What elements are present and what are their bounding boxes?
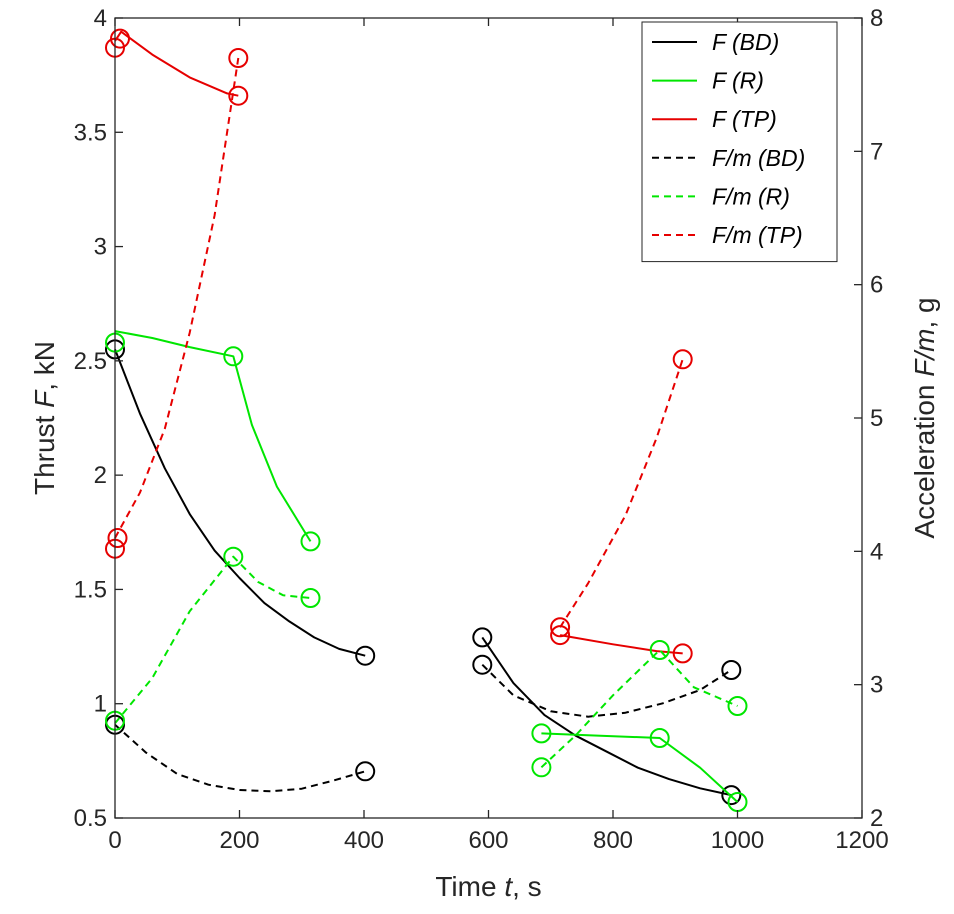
legend-label-f-m-r: F/m (R) xyxy=(712,183,790,209)
series-line-f-r-seg1 xyxy=(114,330,312,542)
series-line-f-m-r-seg2 xyxy=(540,649,738,769)
marker-f-m-r-seg1-3 xyxy=(300,588,321,608)
marker-f-m-r-seg2-1 xyxy=(531,757,552,778)
marker-f-r-seg2-1 xyxy=(531,723,552,744)
y-right-tick-label: 5 xyxy=(870,405,883,432)
y-right-tick-label: 8 xyxy=(870,5,883,32)
y-right-tick-label: 4 xyxy=(870,538,883,565)
series-line-f-m-r-seg1 xyxy=(114,555,311,724)
series-line-f-bd-seg2 xyxy=(481,636,732,797)
y-left-tick-label: 4 xyxy=(94,5,107,32)
marker-f-m-r-seg2-2 xyxy=(649,640,670,660)
legend-label-f-m-tp: F/m (TP) xyxy=(712,222,803,248)
y-left-tick-label: 3.5 xyxy=(74,119,107,146)
x-tick-label: 1000 xyxy=(711,827,764,854)
series-line-f-tp-seg2 xyxy=(559,634,683,655)
legend-label-f-bd: F (BD) xyxy=(712,29,779,55)
marker-f-tp-seg1-3 xyxy=(228,85,249,106)
y-left-tick-label: 1 xyxy=(94,691,107,718)
y-right-tick-label: 2 xyxy=(870,805,883,832)
y-right-tick-label: 7 xyxy=(870,138,883,165)
y-left-tick-label: 2.5 xyxy=(74,348,107,375)
marker-f-m-tp-seg1-2 xyxy=(107,528,128,548)
marker-f-bd-seg2-1 xyxy=(472,627,493,648)
marker-f-m-bd-seg2-2 xyxy=(721,660,742,680)
y-left-tick-label: 2 xyxy=(94,462,107,489)
y-left-tick-label: 3 xyxy=(94,234,107,261)
marker-f-m-tp-seg1-3 xyxy=(228,48,249,68)
series-line-f-r-seg2 xyxy=(541,732,739,803)
y-left-tick-label: 0.5 xyxy=(74,805,107,832)
x-tick-label: 400 xyxy=(344,827,384,854)
marker-f-tp-seg1-2 xyxy=(110,28,130,49)
x-tick-label: 1200 xyxy=(835,827,888,854)
x-axis-label: Time t, s xyxy=(435,871,541,902)
x-tick-label: 200 xyxy=(219,827,259,854)
x-tick-label: 800 xyxy=(593,827,633,854)
marker-f-tp-seg2-2 xyxy=(672,643,693,664)
marker-f-bd-seg1-2 xyxy=(355,645,376,666)
series-line-f-m-bd-seg1 xyxy=(114,723,366,793)
marker-f-r-seg1-3 xyxy=(300,531,321,552)
series-line-f-m-bd-seg2 xyxy=(481,663,732,718)
legend-label-f-m-bd: F/m (BD) xyxy=(712,145,805,171)
y-left-axis-label: Thrust F, kN xyxy=(29,341,60,495)
marker-f-m-tp-seg2-1 xyxy=(550,617,571,638)
legend-box xyxy=(641,21,838,263)
marker-f-r-seg1-2 xyxy=(223,346,244,367)
series-line-f-m-tp-seg1 xyxy=(114,57,240,539)
marker-f-bd-seg2-2 xyxy=(721,785,742,806)
series-line-f-m-tp-seg2 xyxy=(559,358,684,628)
marker-f-m-tp-seg2-2 xyxy=(672,349,693,370)
y-right-axis-label: Acceleration F/m, g xyxy=(909,297,940,538)
legend-label-f-r: F (R) xyxy=(712,68,764,94)
legend: F (BD) F (R) F (TP) F/m (BD) F/m (R) F/m (TP) xyxy=(641,21,838,263)
marker-f-m-r-seg1-2 xyxy=(223,546,244,567)
axes-layer: 0 200 400 600 800 1000 1200 0.5 1 1.5 2 2.5 3 3.5 4 2 3 4… xyxy=(29,5,940,902)
y-right-tick-label: 3 xyxy=(870,672,883,699)
marker-f-m-bd-seg1-2 xyxy=(355,761,376,782)
x-tick-label: 600 xyxy=(468,827,508,854)
marker-f-r-seg2-2 xyxy=(649,728,670,748)
y-left-tick-label: 1.5 xyxy=(74,576,107,603)
legend-label-f-tp: F (TP) xyxy=(712,106,777,132)
marker-f-m-bd-seg2-1 xyxy=(472,654,493,675)
y-right-tick-label: 6 xyxy=(870,272,883,299)
x-tick-label: 0 xyxy=(108,827,121,854)
marker-f-m-r-seg2-3 xyxy=(727,696,748,716)
